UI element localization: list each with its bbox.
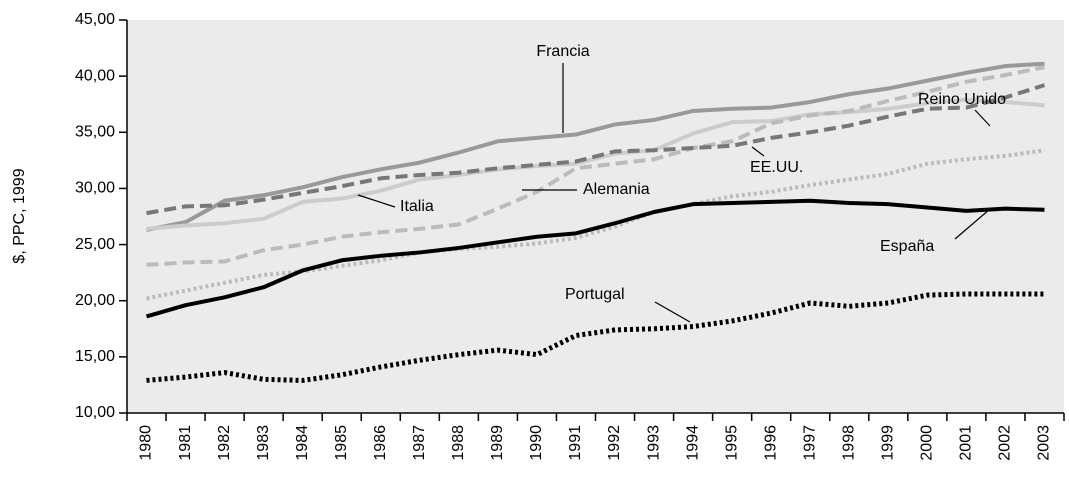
x-tick-label: 1984 xyxy=(294,425,311,461)
series-label: Italia xyxy=(400,198,434,215)
y-tick-label: 20,00 xyxy=(75,292,115,309)
x-tick-label: 1994 xyxy=(684,425,701,461)
x-tick-label: 1989 xyxy=(489,425,506,461)
leader-line xyxy=(974,109,991,127)
x-tick-label: 2002 xyxy=(997,425,1014,461)
leader-line xyxy=(954,208,991,240)
series-line xyxy=(146,61,1045,232)
y-tick-label: 30,00 xyxy=(75,180,115,197)
series-line xyxy=(146,97,1045,231)
y-tick-label: 45,00 xyxy=(75,11,115,28)
series-line xyxy=(146,291,1045,383)
series-label: Portugal xyxy=(565,286,625,303)
series-label: Reino Unido xyxy=(918,91,1006,108)
x-tick-label: 1986 xyxy=(372,425,389,461)
y-tick-label: 25,00 xyxy=(75,236,115,253)
x-tick-label: 1982 xyxy=(216,425,233,461)
x-tick-label: 1995 xyxy=(723,425,740,461)
x-tick-label: 2003 xyxy=(1036,425,1053,461)
x-tick-label: 1990 xyxy=(528,425,545,461)
x-tick-label: 1999 xyxy=(880,425,897,461)
x-tick-label: 1993 xyxy=(645,425,662,461)
x-tick-label: 1981 xyxy=(177,425,194,461)
x-tick-label: 1998 xyxy=(840,425,857,461)
leader-line xyxy=(654,301,691,323)
x-tick-label: 1996 xyxy=(762,425,779,461)
x-tick-label: 1992 xyxy=(606,425,623,461)
series-label: Francia xyxy=(536,43,589,60)
series-label: EE.UU. xyxy=(750,159,803,176)
x-tick-label: 1991 xyxy=(567,425,584,461)
series-label: Alemania xyxy=(583,181,650,198)
x-tick-label: 1983 xyxy=(255,425,272,461)
x-tick-label: 1987 xyxy=(411,425,428,461)
y-axis-label: $, PPC, 1999 xyxy=(11,168,28,263)
y-tick-label: 35,00 xyxy=(75,124,115,141)
x-tick-label: 1980 xyxy=(138,425,155,461)
series-line xyxy=(145,198,1045,319)
x-tick-label: 1997 xyxy=(801,425,818,461)
leader-line xyxy=(357,194,396,208)
leader-line xyxy=(751,146,765,157)
x-tick-label: 1985 xyxy=(333,425,350,461)
y-tick-label: 15,00 xyxy=(75,348,115,365)
x-tick-label: 1988 xyxy=(450,425,467,461)
x-tick-label: 2000 xyxy=(919,425,936,461)
series-label: España xyxy=(880,238,934,255)
series-line xyxy=(146,83,1046,216)
x-tick-label: 2001 xyxy=(958,425,975,461)
y-tick-label: 10,00 xyxy=(75,404,115,421)
series-line xyxy=(146,65,1045,267)
y-tick-label: 40,00 xyxy=(75,67,115,84)
